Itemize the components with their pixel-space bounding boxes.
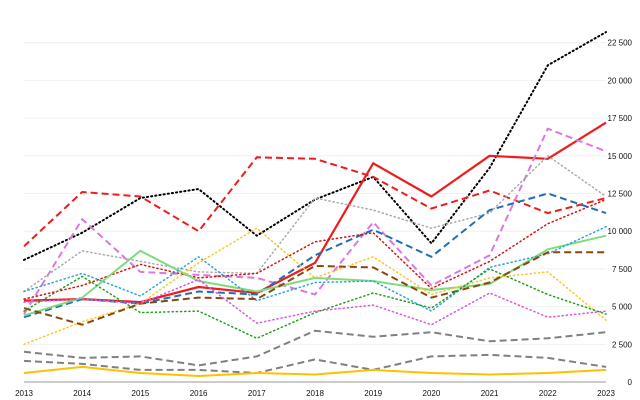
series-line-4 xyxy=(23,127,607,315)
series-line-10 xyxy=(23,227,607,346)
series-line-9 xyxy=(23,225,607,312)
y-axis-ticks: 0 2 500 5 000 7 500 10 000 12 500 15 000 17 500… xyxy=(608,39,633,387)
x-tick-label: 2015 xyxy=(132,389,150,398)
series-line-1 xyxy=(23,31,607,261)
x-tick-label: 2018 xyxy=(306,389,324,398)
y-tick-label: 22 500 xyxy=(608,39,633,48)
x-tick-label: 2014 xyxy=(73,389,91,398)
y-tick-label: 17 500 xyxy=(608,114,633,123)
x-tick-label: 2022 xyxy=(539,389,557,398)
y-tick-label: 2 500 xyxy=(612,340,633,349)
x-tick-label: 2020 xyxy=(423,389,441,398)
series-lines xyxy=(23,31,607,377)
y-tick-label: 12 500 xyxy=(608,190,633,199)
y-tick-label: 20 000 xyxy=(608,76,633,85)
series-line-12 xyxy=(23,268,607,340)
series-line-14 xyxy=(23,329,607,367)
y-tick-label: 10 000 xyxy=(608,227,633,236)
y-tick-label: 15 000 xyxy=(608,152,633,161)
x-tick-label: 2013 xyxy=(15,389,33,398)
y-tick-label: 0 xyxy=(628,378,633,387)
x-tick-label: 2016 xyxy=(190,389,208,398)
x-tick-label: 2017 xyxy=(248,389,266,398)
y-tick-label: 5 000 xyxy=(612,303,633,312)
series-line-5 xyxy=(23,155,607,293)
series-line-13 xyxy=(23,278,607,326)
x-tick-label: 2023 xyxy=(597,389,615,398)
x-axis-ticks: 2013 2014 2015 2016 2017 2018 2019 2020 2021 2022… xyxy=(15,389,615,398)
x-tick-label: 2021 xyxy=(481,389,499,398)
series-line-16 xyxy=(23,365,607,377)
series-line-3 xyxy=(23,156,607,248)
series-line-7 xyxy=(23,198,607,300)
series-line-15 xyxy=(23,353,607,374)
y-tick-label: 7 500 xyxy=(612,265,633,274)
x-tick-label: 2019 xyxy=(364,389,382,398)
gridlines xyxy=(24,42,606,383)
series-line-11 xyxy=(23,251,606,326)
series-line-6 xyxy=(23,192,607,319)
